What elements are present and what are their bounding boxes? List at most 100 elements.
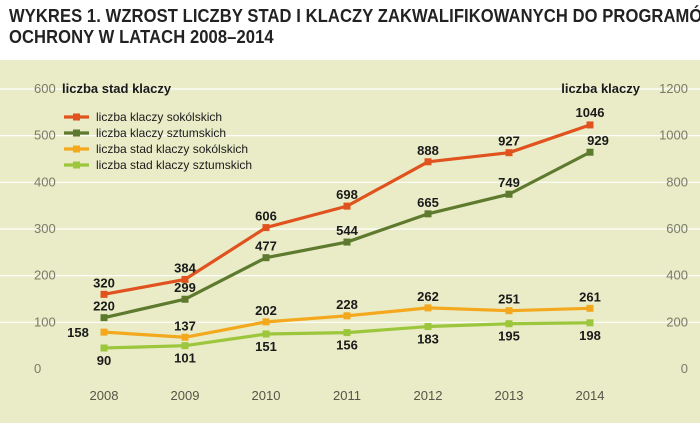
- data-label: 477: [255, 239, 277, 254]
- data-point: [262, 254, 270, 262]
- legend-label: liczba klaczy sztumskich: [96, 126, 226, 140]
- data-point: [343, 238, 351, 246]
- left-axis-title: liczba stad klaczy: [62, 81, 172, 96]
- data-label: 698: [336, 187, 358, 202]
- legend-marker: [73, 161, 80, 169]
- data-label: 101: [174, 351, 196, 366]
- line-chart: liczba stad klaczy liczba klaczy 0 100 200…: [0, 60, 700, 423]
- data-point: [424, 158, 432, 166]
- x-tick-label: 2008: [90, 388, 119, 403]
- data-label: 251: [498, 292, 520, 307]
- right-tick-label: 1000: [659, 128, 688, 143]
- data-label: 220: [93, 299, 115, 314]
- data-point: [505, 307, 513, 315]
- data-label: 606: [255, 209, 277, 224]
- data-point: [505, 190, 513, 198]
- legend-marker: [73, 145, 80, 153]
- right-tick-label: 800: [666, 174, 688, 189]
- left-tick-label: 0: [34, 361, 41, 376]
- legend-label: liczba stad klaczy sokólskich: [96, 142, 248, 156]
- data-point: [100, 344, 108, 352]
- legend: liczba klaczy sokólskich liczba klaczy sz…: [64, 110, 252, 172]
- chart-title-line-2: OCHRONY W LATACH 2008–2014: [9, 27, 274, 47]
- data-point: [586, 319, 594, 327]
- left-axis-ticks: 0 100 200 300 400 500 600: [34, 81, 56, 376]
- legend-marker: [73, 113, 80, 121]
- data-label: 156: [336, 338, 358, 353]
- data-point: [343, 202, 351, 210]
- data-point: [586, 121, 594, 129]
- data-label: 929: [587, 133, 609, 148]
- x-tick-label: 2012: [414, 388, 443, 403]
- data-point: [181, 275, 189, 283]
- right-tick-label: 400: [666, 268, 688, 283]
- data-point: [343, 312, 351, 320]
- data-label: 749: [498, 175, 520, 190]
- data-point: [505, 149, 513, 157]
- data-point: [100, 314, 108, 322]
- legend-label: liczba stad klaczy sztumskich: [96, 158, 252, 172]
- data-label: 137: [174, 318, 196, 333]
- left-tick-label: 200: [34, 268, 56, 283]
- data-label: 90: [97, 353, 111, 368]
- data-point: [181, 295, 189, 303]
- data-point: [181, 333, 189, 341]
- x-tick-label: 2011: [333, 388, 361, 403]
- right-axis-title: liczba klaczy: [561, 81, 641, 96]
- right-tick-label: 1200: [659, 81, 688, 96]
- data-label: 888: [417, 143, 439, 158]
- data-point: [262, 224, 270, 232]
- data-point: [181, 342, 189, 350]
- grid-lines: [0, 88, 700, 323]
- right-tick-label: 0: [681, 361, 688, 376]
- data-point: [424, 304, 432, 312]
- left-tick-label: 500: [34, 128, 56, 143]
- series-lines: [100, 121, 594, 352]
- left-tick-label: 400: [34, 174, 56, 189]
- data-label: 198: [579, 328, 601, 343]
- data-point: [262, 318, 270, 326]
- legend-label: liczba klaczy sokólskich: [96, 110, 222, 124]
- left-tick-label: 300: [34, 221, 56, 236]
- data-label: 1046: [576, 105, 605, 120]
- data-label: 384: [174, 260, 196, 275]
- data-point: [424, 323, 432, 331]
- data-point: [343, 329, 351, 337]
- data-point: [586, 304, 594, 312]
- data-point: [424, 210, 432, 218]
- data-label: 262: [417, 289, 439, 304]
- data-point: [100, 290, 108, 298]
- right-tick-label: 200: [666, 314, 688, 329]
- right-axis-ticks: 0 200 400 600 800 1000 1200: [659, 81, 688, 376]
- chart-title: WYKRES 1. WZROST LICZBY STAD I KLACZY ZA…: [9, 6, 700, 48]
- data-label: 183: [417, 332, 439, 347]
- data-label: 158: [67, 325, 89, 340]
- x-axis-ticks: 2008 2009 2010 2011 2012 2013 2014: [90, 388, 605, 403]
- data-label: 261: [579, 289, 601, 304]
- data-label: 202: [255, 303, 277, 318]
- data-point: [505, 320, 513, 328]
- data-labels: 320 384 606 698 888 927 1046 220 299 477 544 665 749…: [67, 105, 609, 368]
- x-tick-label: 2013: [495, 388, 524, 403]
- left-tick-label: 600: [34, 81, 56, 96]
- data-label: 320: [93, 275, 115, 290]
- chart-panel: liczba stad klaczy liczba klaczy 0 100 200…: [0, 60, 700, 423]
- legend-marker: [73, 129, 80, 137]
- data-label: 299: [174, 280, 196, 295]
- data-label: 927: [498, 134, 520, 149]
- right-tick-label: 600: [666, 221, 688, 236]
- chart-title-line-1: WYKRES 1. WZROST LICZBY STAD I KLACZY ZA…: [9, 6, 700, 26]
- x-tick-label: 2010: [252, 388, 281, 403]
- data-label: 665: [417, 195, 439, 210]
- data-label: 151: [255, 339, 277, 354]
- data-label: 195: [498, 329, 520, 344]
- x-tick-label: 2009: [171, 388, 200, 403]
- data-point: [262, 330, 270, 338]
- left-tick-label: 100: [34, 314, 56, 329]
- data-label: 228: [336, 297, 358, 312]
- x-tick-label: 2014: [576, 388, 605, 403]
- data-point: [586, 148, 594, 156]
- data-label: 544: [336, 223, 358, 238]
- data-point: [100, 328, 108, 336]
